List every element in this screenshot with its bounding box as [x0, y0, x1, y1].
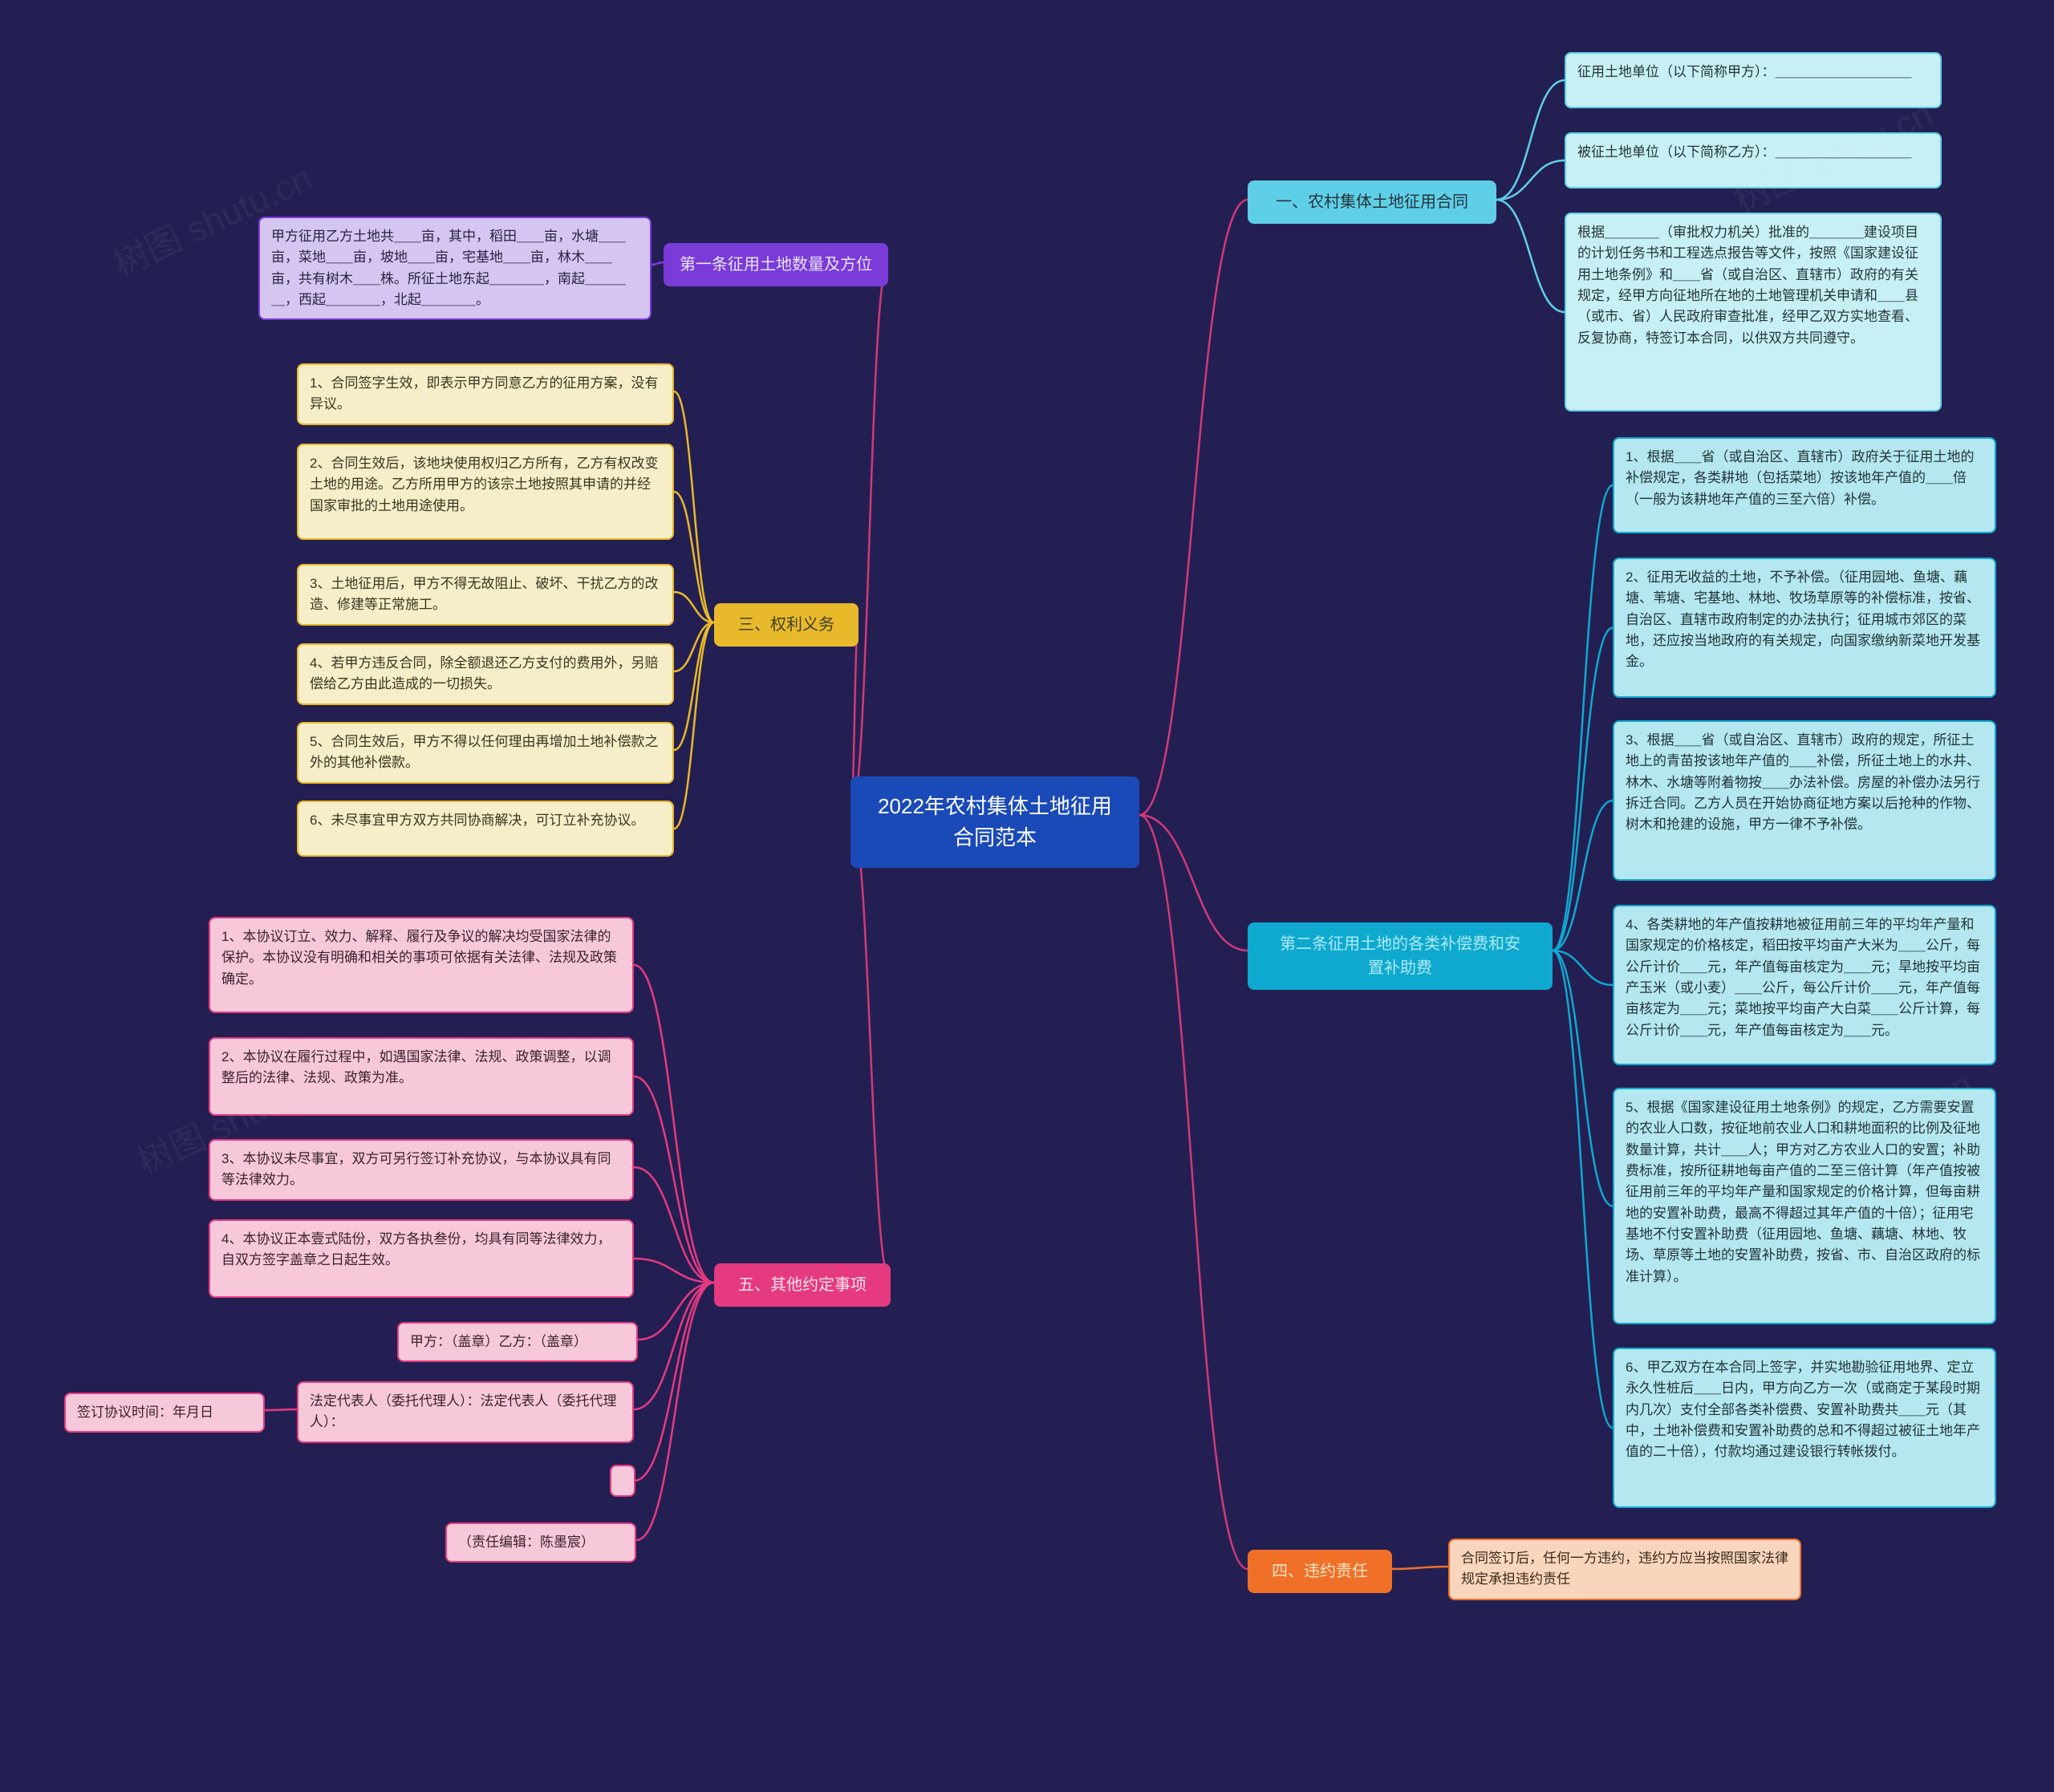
- root-title-l1: 2022年农村集体土地征用: [868, 791, 1122, 822]
- root-title-l2: 合同范本: [868, 822, 1122, 853]
- branch-2-title: 第一条征用土地数量及方位: [680, 256, 872, 274]
- branch-6-leaf-2: 2、本协议在履行过程中，如遇国家法律、法规、政策调整，以调整后的法律、法规、政策…: [209, 1037, 634, 1116]
- branch-3-leaf-2: 2、征用无收益的土地，不予补偿。（征用园地、鱼塘、藕塘、苇塘、宅基地、林地、牧场…: [1613, 557, 1996, 698]
- branch-6-leaf-6: 法定代表人（委托代理人）：法定代表人（委托代理人）：: [297, 1381, 634, 1443]
- branch-4-leaf-5: 5、合同生效后，甲方不得以任何理由再增加土地补偿款之外的其他补偿款。: [297, 722, 674, 784]
- branch-6-leaf-5: 甲方：（盖章）乙方：（盖章）: [397, 1322, 638, 1362]
- branch-3: 第二条征用土地的各类补偿费和安 置补助费: [1248, 922, 1553, 990]
- branch-3-leaf-1: 1、根据＿＿省（或自治区、直辖市）政府关于征用土地的补偿规定，各类耕地（包括菜地…: [1613, 437, 1996, 533]
- branch-6-leaf-1: 1、本协议订立、效力、解释、履行及争议的解决均受国家法律的保护。本协议没有明确和…: [209, 917, 634, 1013]
- branch-1-leaf-1: 征用土地单位（以下简称甲方）：＿＿＿＿＿＿＿＿＿＿: [1565, 52, 1942, 108]
- branch-2: 第一条征用土地数量及方位: [664, 243, 888, 286]
- branch-6-signing: 签订协议时间：年月日: [64, 1393, 265, 1433]
- branch-5-leaf-1: 合同签订后，任何一方违约，违约方应当按照国家法律规定承担违约责任: [1448, 1539, 1801, 1600]
- branch-4-leaf-1: 1、合同签字生效，即表示甲方同意乙方的征用方案，没有异议。: [297, 363, 674, 425]
- branch-6-title: 五、其他约定事项: [738, 1276, 867, 1294]
- branch-3-title-l1: 第二条征用土地的各类补偿费和安: [1262, 932, 1538, 956]
- branch-5-title: 四、违约责任: [1272, 1563, 1368, 1580]
- branch-6-leaf-7: [610, 1465, 635, 1497]
- branch-4-leaf-4: 4、若甲方违反合同，除全额退还乙方支付的费用外，另赔偿给乙方由此造成的一切损失。: [297, 643, 674, 705]
- branch-3-leaf-3: 3、根据＿＿省（或自治区、直辖市）政府的规定，所征土地上的青苗按该地年产值的＿＿…: [1613, 720, 1996, 881]
- branch-4-title: 三、权利义务: [738, 616, 834, 634]
- branch-6-leaf-8: （责任编辑：陈墨宸）: [445, 1522, 636, 1563]
- branch-4-leaf-6: 6、未尽事宜甲方双方共同协商解决，可订立补充协议。: [297, 801, 674, 857]
- branch-4: 三、权利义务: [714, 603, 859, 647]
- branch-6-leaf-4: 4、本协议正本壹式陆份，双方各执叁份，均具有同等法律效力，自双方签字盖章之日起生…: [209, 1219, 634, 1298]
- branch-5: 四、违约责任: [1248, 1550, 1392, 1593]
- branch-3-leaf-6: 6、甲乙双方在本合同上签字，并实地勘验征用地界、定立永久性桩后＿＿日内，甲方向乙…: [1613, 1348, 1996, 1508]
- branch-1-title: 一、农村集体土地征用合同: [1276, 193, 1468, 211]
- branch-1: 一、农村集体土地征用合同: [1248, 180, 1496, 224]
- branch-3-leaf-5: 5、根据《国家建设征用土地条例》的规定，乙方需要安置的农业人口数，按征地前农业人…: [1613, 1088, 1996, 1324]
- root-node: 2022年农村集体土地征用 合同范本: [850, 776, 1139, 868]
- branch-1-leaf-2: 被征土地单位（以下简称乙方）：＿＿＿＿＿＿＿＿＿＿: [1565, 132, 1942, 189]
- branch-1-leaf-3: 根据＿＿＿＿（审批权力机关）批准的＿＿＿＿建设项目的计划任务书和工程选点报告等文…: [1565, 213, 1942, 412]
- branch-4-leaf-2: 2、合同生效后，该地块使用权归乙方所有，乙方有权改变土地的用途。乙方所用甲方的该…: [297, 444, 674, 540]
- branch-3-leaf-4: 4、各类耕地的年产值按耕地被征用前三年的平均年产量和国家规定的价格核定，稻田按平…: [1613, 905, 1996, 1065]
- branch-4-leaf-3: 3、土地征用后，甲方不得无故阻止、破坏、干扰乙方的改造、修建等正常施工。: [297, 564, 674, 626]
- branch-3-title-l2: 置补助费: [1262, 956, 1538, 980]
- branch-6: 五、其他约定事项: [714, 1263, 891, 1307]
- branch-6-leaf-3: 3、本协议未尽事宜，双方可另行签订补充协议，与本协议具有同等法律效力。: [209, 1139, 634, 1201]
- branch-2-leaf-1: 甲方征用乙方土地共＿＿亩，其中，稻田＿＿亩，水塘＿＿亩，菜地＿＿亩，坡地＿＿亩，…: [258, 217, 652, 320]
